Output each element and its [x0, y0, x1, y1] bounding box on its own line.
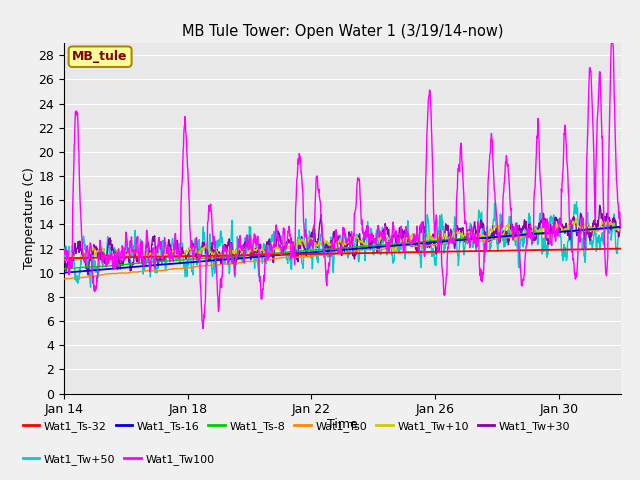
Legend: Wat1_Tw+50, Wat1_Tw100: Wat1_Tw+50, Wat1_Tw100: [19, 450, 219, 469]
X-axis label: Time: Time: [327, 418, 358, 431]
Y-axis label: Temperature (C): Temperature (C): [22, 168, 36, 269]
Text: MB_tule: MB_tule: [72, 50, 128, 63]
Title: MB Tule Tower: Open Water 1 (3/19/14-now): MB Tule Tower: Open Water 1 (3/19/14-now…: [182, 24, 503, 39]
Legend: Wat1_Ts-32, Wat1_Ts-16, Wat1_Ts-8, Wat1_Ts0, Wat1_Tw+10, Wat1_Tw+30: Wat1_Ts-32, Wat1_Ts-16, Wat1_Ts-8, Wat1_…: [19, 416, 575, 436]
